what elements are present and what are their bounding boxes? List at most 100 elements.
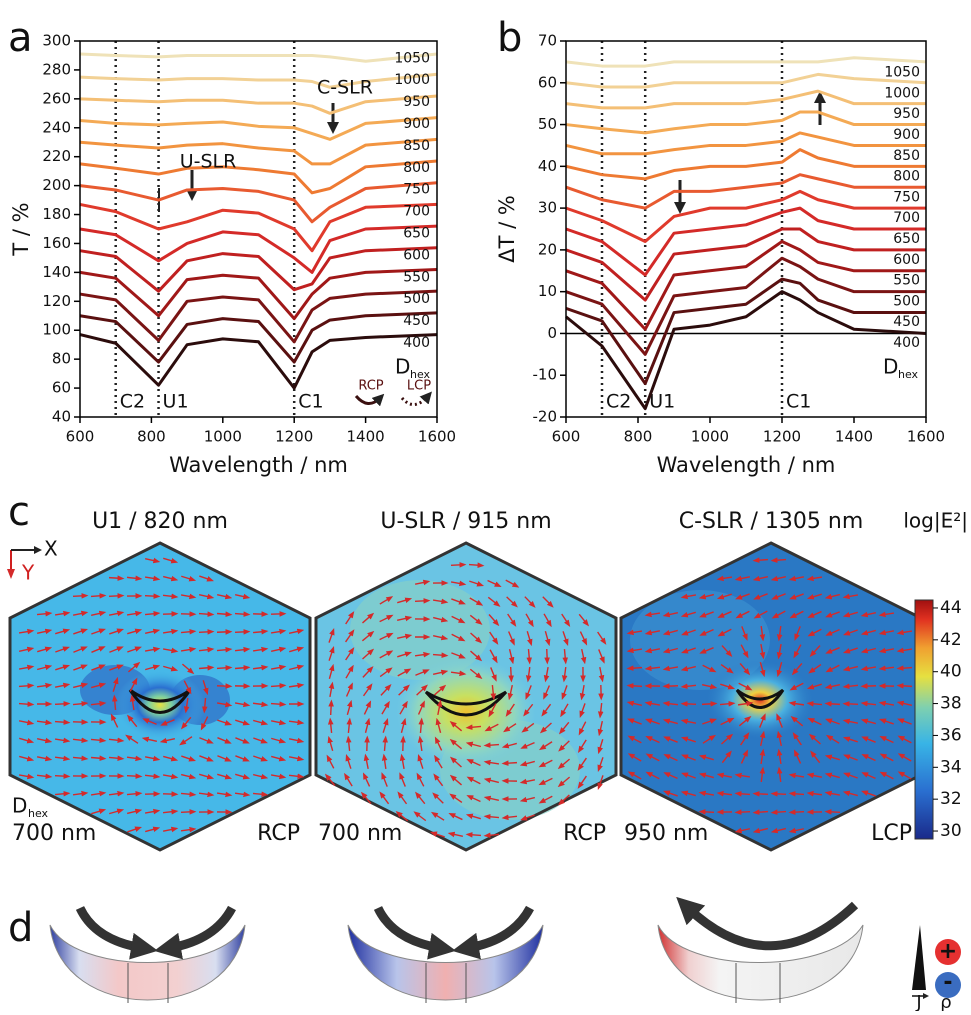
y-tick-label: 40 — [52, 408, 71, 426]
field-arrow — [331, 703, 332, 715]
field-arrow — [19, 686, 31, 687]
x-axis-label: Wavelength / nm — [169, 453, 348, 477]
field-arrow — [271, 704, 283, 705]
field-arrow — [792, 812, 804, 813]
colorbar-title: log|E²| — [903, 509, 968, 533]
series-label: 900 — [403, 116, 430, 132]
series-label: 1050 — [884, 65, 920, 81]
field-arrow — [756, 794, 768, 795]
series-line — [80, 139, 437, 164]
colorbar-tick-label: 38 — [940, 694, 962, 714]
panel-label: c — [8, 489, 30, 535]
reference-label: C1 — [786, 391, 811, 413]
field-map — [621, 543, 921, 850]
series-line — [80, 74, 437, 87]
field-arrow — [828, 704, 840, 705]
map-title: U1 / 820 nm — [92, 509, 228, 534]
field-arrow — [846, 704, 858, 705]
y-tick-label: 40 — [538, 157, 557, 175]
y-tick-label: 260 — [42, 89, 71, 107]
x-tick-label: 1400 — [835, 428, 873, 446]
field-arrow — [199, 632, 211, 633]
field-arrow — [702, 812, 714, 813]
field-arrow — [19, 704, 31, 705]
y-axis-label: ΔT / % — [495, 195, 519, 263]
x-tick-label: 1400 — [347, 428, 385, 446]
field-map — [316, 543, 616, 850]
reference-label: U1 — [163, 391, 189, 413]
series-label: 450 — [403, 313, 430, 329]
field-arrow — [756, 560, 768, 561]
series-label: 700 — [403, 204, 430, 220]
map-title: U-SLR / 915 nm — [380, 509, 551, 534]
field-arrow — [469, 565, 481, 566]
series-label: 750 — [893, 189, 920, 205]
series-label: 550 — [403, 269, 430, 285]
field-arrow — [199, 667, 211, 668]
series-line — [566, 229, 926, 300]
colorbar-tick-label: 44 — [940, 598, 962, 618]
y-tick-label: 30 — [538, 199, 557, 217]
reference-label: U1 — [649, 391, 675, 413]
panel-label: a — [8, 15, 33, 61]
series-label: 450 — [893, 314, 920, 330]
reference-label: C1 — [298, 391, 323, 413]
x-tick-label: 1200 — [763, 428, 801, 446]
lcp-icon — [402, 396, 428, 405]
series-label: 1050 — [394, 50, 430, 66]
field-arrow — [792, 794, 804, 795]
legend-label: J — [915, 992, 921, 1011]
charge-sign: + — [939, 939, 957, 964]
colorbar-tick-label: 34 — [940, 757, 962, 777]
colorbar-tick-label: 32 — [940, 789, 962, 809]
field-arrow — [684, 704, 696, 705]
series-label: 750 — [403, 182, 430, 198]
field-arrow — [756, 812, 768, 813]
y-tick-label: 120 — [42, 292, 71, 310]
current-arrow — [688, 905, 855, 946]
field-arrow — [900, 686, 912, 687]
field-arrow — [235, 614, 247, 615]
field-arrow — [469, 835, 481, 836]
series-label: 400 — [893, 335, 920, 351]
series-label: 800 — [403, 160, 430, 176]
y-tick-label: 100 — [42, 321, 71, 339]
field-arrow — [702, 704, 714, 705]
rcp-icon — [356, 396, 380, 404]
y-tick-label: 160 — [42, 234, 71, 252]
field-arrow — [55, 704, 67, 705]
crescent — [658, 925, 863, 1003]
field-arrow — [199, 614, 211, 615]
map-size: 700 nm — [12, 821, 96, 846]
field-arrow — [420, 721, 421, 733]
y-tick-label: 220 — [42, 147, 71, 165]
series-line — [80, 54, 437, 61]
y-tick-label: 300 — [42, 32, 71, 50]
crescent — [50, 925, 245, 1003]
x-tick-label: 1600 — [418, 428, 456, 446]
y-tick-label: 50 — [538, 115, 557, 133]
field-arrow — [774, 560, 786, 561]
x-tick-label: 1000 — [204, 428, 242, 446]
series-label: 950 — [893, 106, 920, 122]
field-arrow — [415, 601, 427, 602]
series-label: 700 — [893, 210, 920, 226]
series-label: 900 — [893, 127, 920, 143]
field-arrow — [505, 763, 517, 764]
y-tick-label: 180 — [42, 205, 71, 223]
colorbar-tick-label: 42 — [940, 630, 962, 650]
field-arrow — [774, 812, 786, 813]
current-arrow — [80, 908, 142, 948]
series-line — [566, 112, 926, 133]
field-arrow — [433, 655, 445, 656]
series-label: 1000 — [884, 85, 920, 101]
y-tick-label: 80 — [52, 350, 71, 368]
x-tick-label: 600 — [552, 428, 581, 446]
reference-label: C2 — [606, 391, 631, 413]
crescent — [348, 925, 543, 1003]
series-line — [80, 96, 437, 113]
series-label: 600 — [893, 252, 920, 268]
field-arrow — [487, 745, 499, 746]
y-tick-label: 60 — [538, 73, 557, 91]
map-polarization: RCP — [257, 821, 300, 846]
